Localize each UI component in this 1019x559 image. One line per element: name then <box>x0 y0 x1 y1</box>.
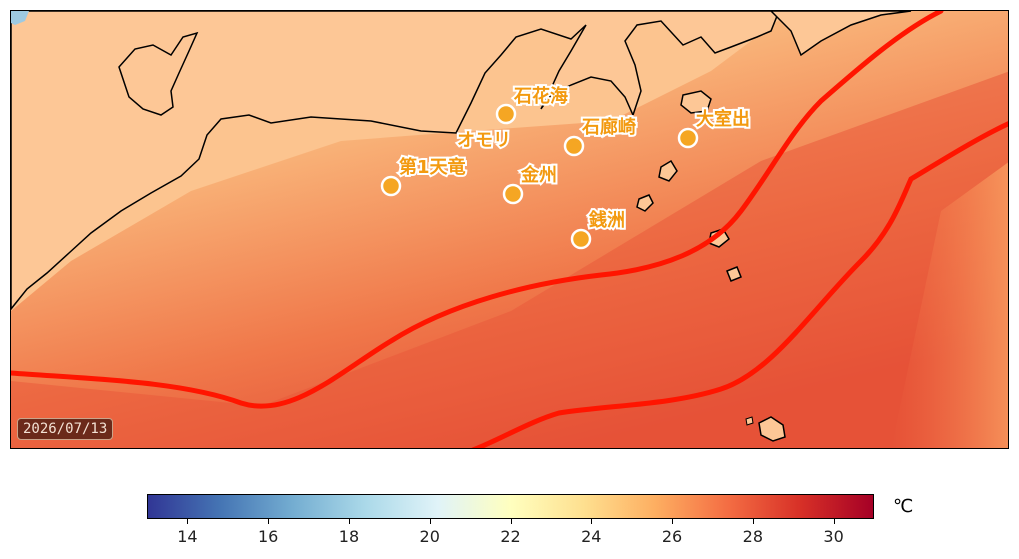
colorbar-tick <box>510 519 512 524</box>
colorbar-tick <box>752 519 754 524</box>
map-canvas: 石花海 石廊崎 大室出 オモリ 第1天竜 金州 銭洲 <box>11 11 1008 448</box>
station-irouzaki[interactable]: 石廊崎 <box>563 114 638 157</box>
station-dai1-tenryu[interactable]: 第1天竜 <box>380 154 468 197</box>
colorbar-tick <box>187 519 189 524</box>
island-hachijo <box>758 416 786 442</box>
date-badge: 2026/07/13 <box>17 418 114 440</box>
station-omurode[interactable]: 大室出 <box>677 106 752 149</box>
sea-temperature-map: 石花海 石廊崎 大室出 オモリ 第1天竜 金州 銭洲 2026/07/13 <box>10 10 1009 449</box>
station-label: 石廊崎 <box>581 116 636 138</box>
station-label: 大室出 <box>696 108 750 130</box>
station-sekkaikai[interactable]: 石花海 <box>495 83 570 125</box>
station-label: 金州 <box>520 164 557 186</box>
colorbar-tick-label: 18 <box>338 527 360 546</box>
station-label: 第1天竜 <box>399 156 466 178</box>
colorbar-tick <box>429 519 431 524</box>
colorbar-tick <box>672 519 674 524</box>
colorbar-tick <box>348 519 350 524</box>
colorbar-tick <box>833 519 835 524</box>
colorbar-tick <box>591 519 593 524</box>
land-northeast <box>769 11 912 57</box>
station-kinshu[interactable]: 金州 <box>502 162 559 205</box>
colorbar <box>147 494 874 519</box>
colorbar-tick-label: 20 <box>419 527 440 546</box>
colorbar-tick-label: 16 <box>257 527 279 546</box>
land-inner-bay <box>118 31 199 116</box>
lake-corner <box>11 11 29 25</box>
colorbar-tick-label: 22 <box>500 527 521 546</box>
colorbar-tick-label: 30 <box>823 527 844 546</box>
colorbar-tick-label: 24 <box>581 527 602 546</box>
warm-band <box>11 71 1008 448</box>
station-zenisu[interactable]: 銭洲 <box>570 207 627 250</box>
station-label: 銭洲 <box>588 209 625 231</box>
current-line-north <box>11 11 944 409</box>
island-mikura <box>745 416 754 426</box>
station-label: オモリ <box>457 130 511 151</box>
colorbar-tick-label: 28 <box>742 527 764 546</box>
land-mainland <box>11 11 780 311</box>
current-line-south <box>471 121 1008 448</box>
colorbar-ticks: 14 16 18 20 22 24 26 28 30 <box>147 519 874 555</box>
colorbar-unit: ℃ <box>893 496 914 517</box>
island-miyake <box>726 266 742 282</box>
east-shelf <box>891 162 1008 448</box>
island-toshima <box>658 159 678 182</box>
station-label: 石花海 <box>513 85 568 107</box>
colorbar-tick-label: 26 <box>661 527 683 546</box>
colorbar-tick <box>268 519 270 524</box>
colorbar-tick-label: 14 <box>177 527 198 546</box>
island-oshima <box>680 90 712 114</box>
station-omori[interactable]: オモリ <box>455 128 513 153</box>
island-niijima <box>636 194 654 212</box>
